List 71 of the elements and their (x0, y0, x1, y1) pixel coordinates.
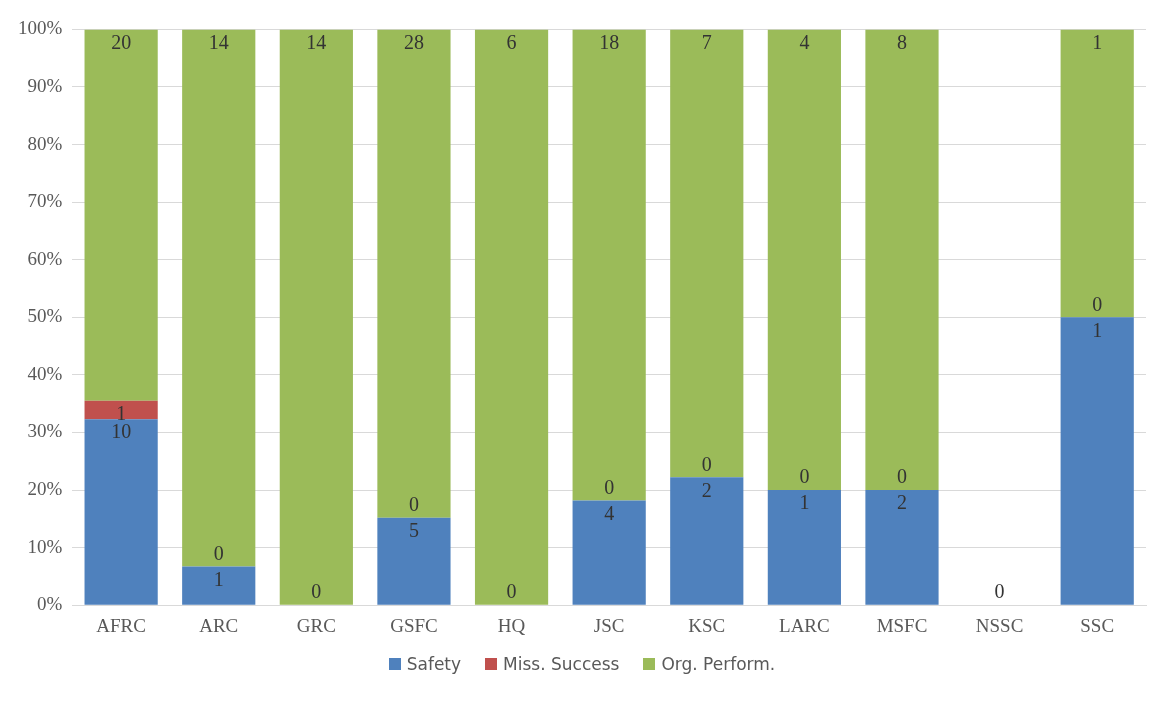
annotation: 0 (994, 580, 1005, 603)
annotation: 0 (799, 465, 810, 488)
annotation: 1 (799, 491, 810, 514)
annotation: 0 (506, 580, 517, 603)
annotation: 20 (111, 30, 132, 53)
y-tick-label: 70% (27, 190, 63, 212)
bar (670, 477, 744, 605)
y-tick-label: 60% (27, 247, 63, 269)
bar (865, 29, 939, 491)
x-tick-label: KSC (688, 614, 726, 636)
bar (182, 29, 256, 567)
bar (474, 29, 549, 605)
bar (767, 490, 841, 605)
bar (279, 29, 353, 605)
x-tick-label: GRC (296, 614, 336, 636)
x-tick-label: JSC (593, 614, 625, 636)
annotation: 14 (208, 30, 229, 53)
bar (377, 29, 451, 518)
annotation: 0 (213, 541, 224, 564)
annotation: 6 (506, 30, 517, 53)
bar (670, 29, 744, 478)
annotation: 8 (896, 30, 907, 53)
bar (84, 29, 158, 401)
annotation: 7 (701, 30, 712, 53)
y-tick-label: 0% (37, 593, 63, 615)
annotation: 0 (701, 452, 712, 475)
x-tick-label: NSSC (975, 614, 1024, 636)
bar (377, 517, 451, 605)
y-tick-label: 90% (27, 74, 63, 96)
bar (84, 419, 158, 605)
x-tick-label: LARC (779, 614, 830, 636)
annotation: 4 (604, 501, 615, 524)
y-tick-label: 100% (18, 17, 63, 39)
y-tick-label: 40% (27, 362, 63, 384)
annotation: 14 (306, 30, 327, 53)
annotation: 0 (896, 465, 907, 488)
bar (865, 490, 939, 605)
annotation: 0 (1092, 292, 1103, 315)
annotation: 28 (403, 30, 424, 53)
y-tick-label: 20% (27, 478, 63, 500)
y-tick-label: 30% (27, 420, 63, 442)
annotation: 5 (408, 518, 419, 541)
bar (84, 400, 158, 420)
bar (572, 500, 646, 605)
x-tick-label: ARC (199, 614, 239, 636)
annotation: 18 (599, 30, 620, 53)
x-tick-label: HQ (497, 614, 526, 636)
legend-label: Safety (406, 654, 462, 674)
x-tick-label: SSC (1080, 614, 1115, 636)
legend-label: Org. Perform. (661, 654, 776, 674)
x-tick-label: GSFC (390, 614, 438, 636)
bar (1060, 317, 1134, 605)
bar (182, 566, 256, 605)
annotation: 0 (311, 580, 322, 603)
annotation: 2 (701, 478, 712, 501)
y-tick-label: 50% (27, 305, 63, 327)
y-tick-label: 80% (27, 132, 63, 154)
bar (572, 29, 646, 501)
y-tick-label: 10% (27, 535, 63, 557)
x-tick-label: MSFC (876, 614, 928, 636)
annotation: 0 (408, 492, 419, 515)
annotation: 0 (604, 475, 615, 498)
x-tick-label: AFRC (96, 614, 146, 636)
bar (767, 29, 841, 491)
annotation: 4 (799, 30, 810, 53)
annotation: 2 (896, 491, 907, 514)
legend-label: Miss. Success (503, 654, 620, 674)
annotation: 1 (213, 567, 224, 590)
annotation: 1 (1092, 318, 1103, 341)
annotation: 1 (1092, 30, 1103, 53)
bar (1060, 29, 1134, 318)
